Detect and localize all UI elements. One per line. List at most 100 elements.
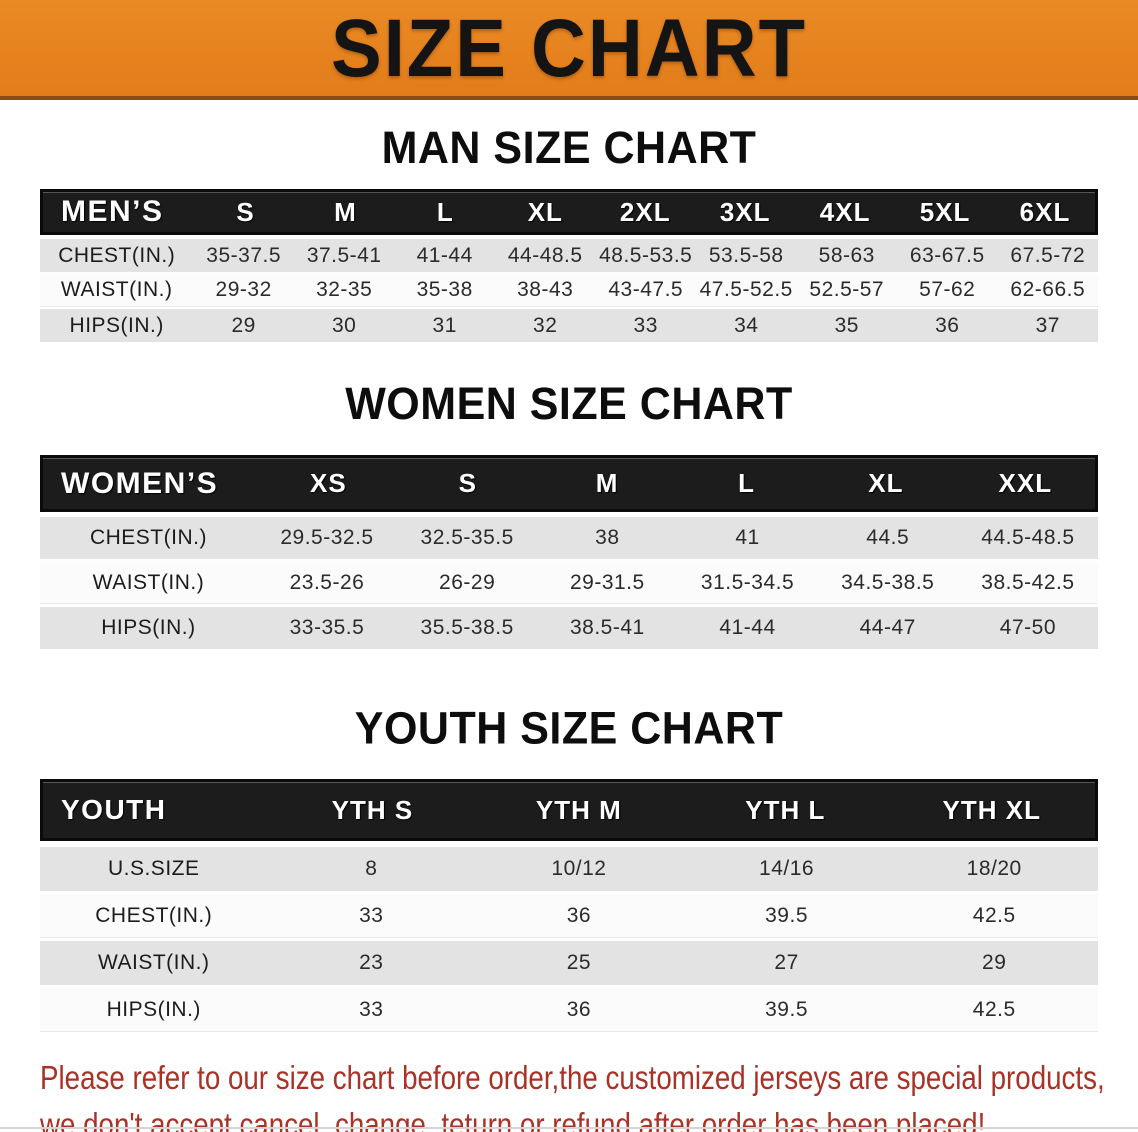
bottom-divider	[0, 1127, 1138, 1129]
table-group-label: MEN’S	[61, 195, 164, 228]
size-value-cell: 41-44	[416, 243, 473, 267]
size-column-header: YTH XL	[942, 794, 1041, 825]
size-value-cell: 43-47.5	[608, 278, 684, 301]
size-value-cell: 29	[231, 313, 256, 337]
disclaimer: Please refer to our size chart before or…	[40, 1054, 1124, 1132]
women-size-section: WOMEN SIZE CHART WOMEN’S XS S M L XL XXL CHEST(…	[0, 344, 1138, 649]
size-value-cell: 23	[359, 951, 384, 974]
table-row: WAIST(IN.) 29-32 32-35 35-38 38-43 43-47.5 47.…	[40, 274, 1098, 307]
size-value-cell: 32	[533, 313, 558, 337]
size-value-cell: 33	[359, 997, 384, 1021]
size-value-cell: 39.5	[765, 997, 808, 1021]
size-value-cell: 38-43	[517, 278, 574, 301]
row-label: HIPS(IN.)	[69, 313, 164, 337]
size-value-cell: 18/20	[966, 857, 1022, 880]
size-value-cell: 41-44	[719, 616, 776, 639]
size-value-cell: 53.5-58	[708, 243, 784, 267]
size-value-cell: 29	[982, 951, 1007, 974]
size-value-cell: 58-63	[818, 243, 875, 267]
size-column-header: 4XL	[819, 196, 871, 227]
size-column-header: L	[738, 468, 755, 498]
size-value-cell: 48.5-53.5	[599, 243, 693, 267]
banner: SIZE CHART	[0, 0, 1138, 100]
size-value-cell: 33	[633, 313, 658, 337]
row-label: HIPS(IN.)	[106, 997, 201, 1021]
row-label: WAIST(IN.)	[97, 951, 210, 974]
size-value-cell: 44-48.5	[507, 243, 583, 267]
size-value-cell: 37	[1035, 313, 1060, 337]
size-value-cell: 38.5-42.5	[981, 570, 1075, 594]
size-column-header: YTH S	[331, 794, 414, 825]
size-column-header: XL	[527, 196, 563, 227]
size-value-cell: 29.5-32.5	[280, 526, 374, 549]
size-value-cell: 10/12	[551, 857, 607, 880]
size-value-cell: 33	[359, 903, 384, 927]
size-value-cell: 37.5-41	[306, 243, 382, 267]
size-column-header: 3XL	[719, 196, 771, 227]
size-value-cell: 32.5-35.5	[420, 526, 514, 549]
size-value-cell: 29-32	[215, 278, 272, 301]
disclaimer-line-1: Please refer to our size chart before or…	[40, 1059, 1105, 1096]
size-value-cell: 29-31.5	[569, 570, 645, 594]
table-header-row: YOUTH YTH S YTH M YTH L YTH XL	[40, 779, 1098, 841]
size-value-cell: 41	[735, 526, 760, 549]
size-value-cell: 32-35	[316, 278, 373, 301]
size-value-cell: 57-62	[919, 278, 976, 301]
table-group-label: YOUTH	[61, 794, 167, 825]
size-value-cell: 8	[365, 857, 378, 880]
youth-size-section: YOUTH SIZE CHART YOUTH YTH S YTH M YTH L YTH…	[0, 652, 1138, 1032]
size-column-header: XL	[868, 468, 904, 498]
row-label: CHEST(IN.)	[95, 903, 213, 927]
size-value-cell: 34.5-38.5	[841, 570, 935, 594]
youth-section-heading: YOUTH SIZE CHART	[354, 703, 784, 755]
size-value-cell: 42.5	[972, 903, 1016, 927]
table-row: U.S.SIZE 8 10/12 14/16 18/20	[40, 847, 1098, 891]
row-label: CHEST(IN.)	[58, 243, 176, 267]
table-row: HIPS(IN.) 33 36 39.5 42.5	[40, 988, 1098, 1032]
table-row: HIPS(IN.) 33-35.5 35.5-38.5 38.5-41 41-44 44-…	[40, 607, 1098, 649]
size-column-header: XXL	[998, 468, 1053, 498]
size-value-cell: 62-66.5	[1010, 278, 1086, 301]
row-label: U.S.SIZE	[107, 857, 200, 880]
table-row: WAIST(IN.) 23.5-26 26-29 29-31.5 31.5-34.5 34…	[40, 562, 1098, 604]
size-value-cell: 14/16	[759, 857, 815, 880]
row-label: HIPS(IN.)	[101, 616, 196, 639]
table-header-row: WOMEN’S XS S M L XL XXL	[40, 455, 1098, 512]
size-value-cell: 38.5-41	[569, 616, 645, 639]
size-column-header: 6XL	[1019, 196, 1071, 227]
youth-size-table: YOUTH YTH S YTH M YTH L YTH XL U.S.SIZE 8 10/12…	[40, 779, 1098, 1032]
table-row: HIPS(IN.) 29 30 31 32 33 34 35 36 37	[40, 309, 1098, 342]
size-value-cell: 44-47	[859, 616, 916, 639]
size-value-cell: 47.5-52.5	[699, 278, 793, 301]
size-column-header: XS	[310, 468, 347, 498]
table-header-row: MEN’S S M L XL 2XL 3XL 4XL 5XL 6XL	[40, 189, 1098, 235]
size-value-cell: 33-35.5	[289, 616, 365, 639]
size-value-cell: 34	[734, 313, 759, 337]
size-value-cell: 35.5-38.5	[420, 616, 514, 639]
women-section-heading: WOMEN SIZE CHART	[345, 378, 793, 430]
size-column-header: M	[595, 468, 619, 498]
size-value-cell: 39.5	[765, 903, 808, 927]
size-column-header: L	[436, 196, 454, 227]
size-column-header: M	[334, 196, 357, 227]
size-value-cell: 36	[566, 997, 592, 1021]
size-column-header: S	[458, 468, 477, 498]
man-section-heading: MAN SIZE CHART	[381, 122, 757, 174]
size-value-cell: 47-50	[999, 616, 1057, 639]
table-group-label: WOMEN’S	[61, 466, 219, 500]
size-value-cell: 35-38	[416, 278, 473, 301]
table-row: CHEST(IN.) 35-37.5 37.5-41 41-44 44-48.5 48.5…	[40, 239, 1098, 272]
size-value-cell: 42.5	[972, 997, 1016, 1021]
size-value-cell: 23.5-26	[289, 570, 365, 594]
row-label: WAIST(IN.)	[92, 570, 205, 594]
size-column-header: S	[236, 196, 255, 227]
size-value-cell: 35-37.5	[206, 243, 282, 267]
size-value-cell: 67.5-72	[1010, 243, 1086, 267]
size-value-cell: 52.5-57	[809, 278, 885, 301]
size-value-cell: 30	[332, 313, 357, 337]
size-value-cell: 31.5-34.5	[700, 570, 795, 594]
size-value-cell: 27	[774, 951, 799, 974]
size-column-header: YTH L	[745, 794, 826, 825]
size-value-cell: 35	[834, 313, 859, 337]
size-value-cell: 31	[432, 313, 457, 337]
